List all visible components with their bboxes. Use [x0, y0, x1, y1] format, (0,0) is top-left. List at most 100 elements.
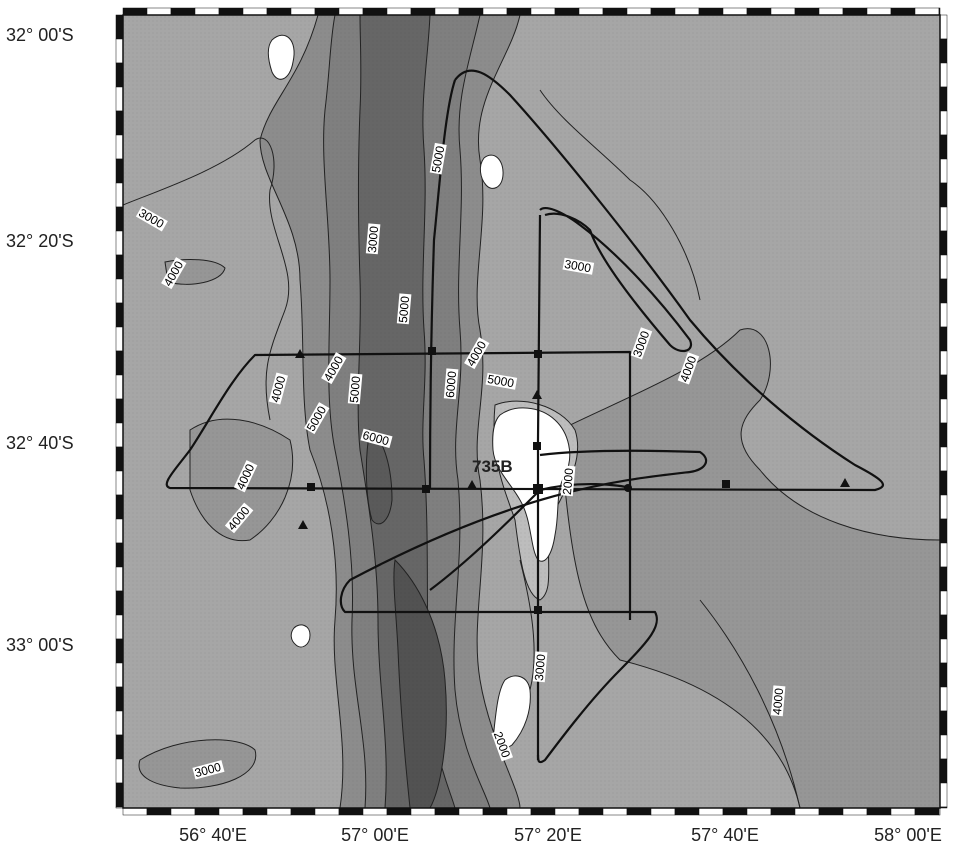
- frame-segment: [939, 758, 948, 784]
- frame-segment: [554, 7, 580, 16]
- frame-segment: [939, 806, 948, 809]
- contour-label: 4000: [268, 374, 289, 404]
- contour-label: 6000: [361, 428, 391, 449]
- frame-segment: [115, 134, 124, 160]
- frame-segment: [939, 686, 948, 712]
- contour-label: 6000: [443, 370, 459, 398]
- frame-segment: [818, 7, 844, 16]
- contour-label: 5000: [486, 372, 515, 390]
- frame-segment: [242, 7, 268, 16]
- contour-3000-west: [122, 137, 290, 421]
- frame-segment: [939, 446, 948, 472]
- frame-segment: [914, 807, 940, 816]
- frame-segment: [939, 350, 948, 376]
- frame-segment: [939, 662, 948, 688]
- frame-segment: [314, 7, 340, 16]
- track-south-loop: [339, 449, 708, 764]
- frame-segment: [939, 38, 948, 64]
- frame-segment: [938, 7, 941, 16]
- frame-segment: [218, 7, 244, 16]
- frame-segment: [115, 590, 124, 616]
- frame-segment: [939, 230, 948, 256]
- frame-segment: [314, 807, 340, 816]
- station-square: [533, 442, 541, 450]
- frame-segment: [290, 807, 316, 816]
- station-square: [534, 606, 542, 614]
- frame-segment: [115, 62, 124, 88]
- frame-segment: [115, 614, 124, 640]
- frame-segment: [939, 398, 948, 424]
- contour-2000-ridge-south: [519, 559, 535, 691]
- frame-segment: [770, 7, 796, 16]
- frame-segment: [939, 566, 948, 592]
- contour-label: 3000: [193, 760, 223, 781]
- frame-segment: [362, 7, 388, 16]
- frame-segment: [115, 422, 124, 448]
- frame-segment: [939, 734, 948, 760]
- frame-segment: [115, 158, 124, 184]
- frame-segment: [746, 807, 772, 816]
- map-border: [122, 14, 941, 809]
- contour-label: 5000: [396, 295, 412, 323]
- frame-segment: [458, 7, 484, 16]
- frame-segment: [794, 807, 820, 816]
- frame-segment: [115, 710, 124, 736]
- lon-label-57-40: 57° 40'E: [691, 825, 759, 845]
- track-main-loop: [165, 69, 884, 620]
- frame-segment: [115, 782, 124, 808]
- frame-segment: [866, 807, 892, 816]
- contour-label: 4000: [770, 687, 786, 715]
- island-west-small: [290, 624, 311, 648]
- frame-segment: [115, 278, 124, 304]
- track-north-spur: [428, 79, 457, 489]
- station-square: [428, 347, 436, 355]
- frame-segment: [458, 807, 484, 816]
- site-735b-label: 735B: [472, 457, 513, 476]
- frame-segment: [115, 374, 124, 400]
- frame-segment: [115, 398, 124, 424]
- station-square: [533, 484, 543, 494]
- frame-segment: [939, 62, 948, 88]
- frame-segment: [115, 542, 124, 568]
- station-square: [722, 480, 730, 488]
- frame-segment: [115, 182, 124, 208]
- frame-segment: [939, 494, 948, 520]
- contour-label: 5000: [347, 375, 363, 403]
- frame-segment: [266, 7, 292, 16]
- frame-segment: [482, 7, 508, 16]
- frame-segment: [939, 158, 948, 184]
- frame-segment: [939, 326, 948, 352]
- frame-segment: [939, 710, 948, 736]
- contour-label: 3000: [365, 225, 381, 253]
- frame-segment: [266, 807, 292, 816]
- frame-segment: [914, 7, 940, 16]
- frame-segment: [890, 807, 916, 816]
- frame-segment: [338, 807, 364, 816]
- frame-segment: [290, 7, 316, 16]
- frame-segment: [362, 807, 388, 816]
- frame-segment: [115, 86, 124, 112]
- frame-segment: [698, 7, 724, 16]
- frame-segment: [939, 590, 948, 616]
- frame-segment: [939, 638, 948, 664]
- station-square: [422, 485, 430, 493]
- frame-segment: [939, 206, 948, 232]
- frame-segment: [115, 14, 124, 40]
- frame-segment: [938, 807, 941, 816]
- frame-segment: [242, 807, 268, 816]
- frame-segment: [939, 518, 948, 544]
- frame-segment: [170, 7, 196, 16]
- frame-segment: [890, 7, 916, 16]
- frame-segment: [818, 807, 844, 816]
- frame-segment: [866, 7, 892, 16]
- contour-label: 3000: [563, 257, 592, 275]
- frame-segment: [939, 782, 948, 808]
- frame-segment: [410, 7, 436, 16]
- frame-segment: [115, 662, 124, 688]
- frame-segment: [650, 807, 676, 816]
- frame-segment: [939, 422, 948, 448]
- frame-segment: [115, 206, 124, 232]
- frame-segment: [674, 7, 700, 16]
- frame-segment: [218, 807, 244, 816]
